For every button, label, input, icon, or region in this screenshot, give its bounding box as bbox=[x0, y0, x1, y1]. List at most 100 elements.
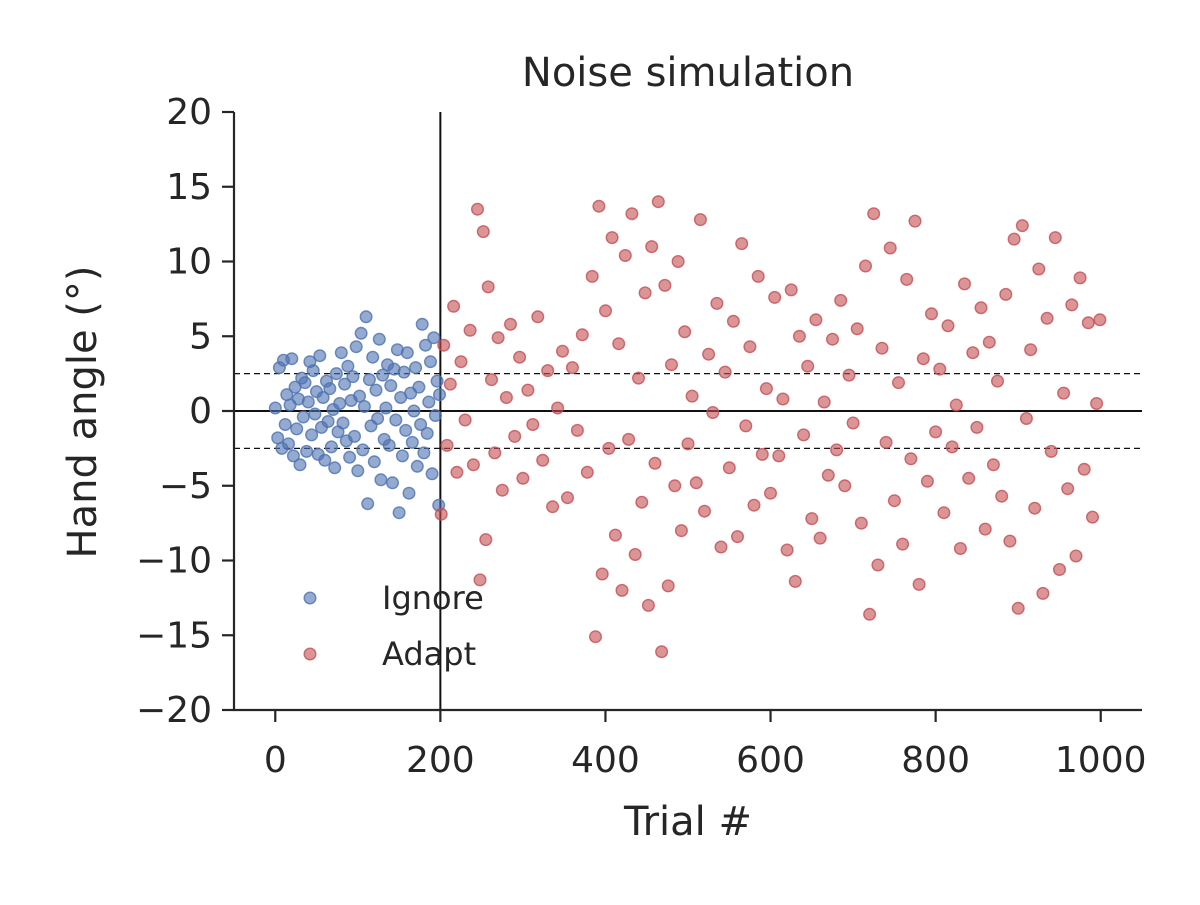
data-point-adapt bbox=[1048, 231, 1062, 245]
data-point-adapt bbox=[622, 432, 636, 446]
data-point-adapt bbox=[674, 524, 688, 538]
data-point-adapt bbox=[541, 364, 555, 378]
data-point-adapt bbox=[784, 283, 798, 297]
data-point-adapt bbox=[892, 376, 906, 390]
data-point-ignore bbox=[395, 449, 409, 463]
y-tick-label: −10 bbox=[136, 541, 212, 582]
data-point-adapt bbox=[665, 358, 679, 372]
data-point-adapt bbox=[768, 290, 782, 304]
data-point-ignore bbox=[321, 415, 335, 429]
data-point-ignore bbox=[417, 446, 431, 460]
data-point-ignore bbox=[285, 352, 299, 366]
data-point-adapt bbox=[437, 338, 451, 352]
y-tick-label: −20 bbox=[136, 690, 212, 731]
data-point-adapt bbox=[1057, 386, 1071, 400]
data-point-ignore bbox=[286, 449, 300, 463]
data-point-adapt bbox=[809, 313, 823, 327]
data-point-ignore bbox=[362, 373, 376, 387]
data-point-adapt bbox=[645, 240, 659, 254]
data-point-ignore bbox=[323, 382, 337, 396]
data-point-adapt bbox=[602, 441, 616, 455]
data-point-ignore bbox=[298, 376, 312, 390]
data-point-adapt bbox=[479, 533, 493, 547]
data-point-adapt bbox=[945, 440, 959, 454]
data-point-adapt bbox=[466, 458, 480, 472]
data-point-adapt bbox=[780, 543, 794, 557]
data-point-adapt bbox=[792, 329, 806, 343]
data-point-adapt bbox=[1061, 482, 1075, 496]
data-point-adapt bbox=[933, 362, 947, 376]
data-point-ignore bbox=[430, 374, 444, 388]
data-point-ignore bbox=[361, 497, 375, 511]
data-point-ignore bbox=[349, 340, 363, 354]
data-point-ignore bbox=[313, 349, 327, 363]
chart-title: Noise simulation bbox=[522, 50, 854, 96]
data-point-adapt bbox=[698, 504, 712, 518]
data-point-adapt bbox=[1052, 563, 1066, 577]
data-point-adapt bbox=[937, 506, 951, 520]
data-point-ignore bbox=[300, 444, 314, 458]
data-point-adapt bbox=[813, 531, 827, 545]
data-point-adapt bbox=[648, 456, 662, 470]
data-point-ignore bbox=[324, 440, 338, 454]
y-tick-label: 5 bbox=[189, 316, 212, 357]
data-point-ignore bbox=[428, 409, 442, 423]
data-point-adapt bbox=[1003, 534, 1017, 548]
data-point-adapt bbox=[638, 286, 652, 300]
data-point-adapt bbox=[661, 579, 675, 593]
data-point-ignore bbox=[357, 400, 371, 414]
data-point-adapt bbox=[916, 352, 930, 366]
data-point-adapt bbox=[516, 471, 530, 485]
y-axis-label: Hand angle (°) bbox=[60, 266, 106, 559]
data-point-ignore bbox=[427, 331, 441, 345]
data-point-ignore bbox=[293, 458, 307, 472]
data-point-adapt bbox=[632, 371, 646, 385]
data-point-ignore bbox=[308, 407, 322, 421]
data-point-adapt bbox=[751, 269, 765, 283]
data-point-adapt bbox=[551, 401, 565, 415]
data-point-adapt bbox=[970, 420, 984, 434]
data-point-adapt bbox=[830, 443, 844, 457]
data-point-adapt bbox=[1015, 219, 1029, 233]
data-point-adapt bbox=[743, 340, 757, 354]
y-tick-label: −15 bbox=[136, 615, 212, 656]
data-point-adapt bbox=[689, 476, 703, 490]
data-point-ignore bbox=[301, 395, 315, 409]
data-point-adapt bbox=[706, 406, 720, 420]
y-tick-label: 15 bbox=[166, 167, 212, 208]
data-point-adapt bbox=[546, 500, 560, 514]
data-point-adapt bbox=[508, 429, 522, 443]
data-point-ignore bbox=[382, 438, 396, 452]
data-point-adapt bbox=[974, 301, 988, 315]
data-point-adapt bbox=[580, 465, 594, 479]
data-point-adapt bbox=[504, 317, 518, 331]
data-point-adapt bbox=[450, 465, 464, 479]
legend: Ignore Adapt bbox=[303, 579, 484, 673]
data-point-ignore bbox=[397, 365, 411, 379]
data-point-adapt bbox=[681, 437, 695, 451]
series-adapt bbox=[434, 195, 1107, 659]
data-point-adapt bbox=[982, 335, 996, 349]
data-point-adapt bbox=[471, 202, 485, 216]
data-point-ignore bbox=[351, 464, 365, 478]
data-point-adapt bbox=[575, 328, 589, 342]
y-tick-label: 0 bbox=[189, 391, 212, 432]
points-layer bbox=[268, 195, 1107, 659]
data-point-adapt bbox=[991, 374, 1005, 388]
data-point-adapt bbox=[1028, 501, 1042, 515]
data-point-adapt bbox=[458, 413, 472, 427]
data-point-adapt bbox=[949, 398, 963, 412]
data-point-adapt bbox=[871, 558, 885, 572]
data-point-ignore bbox=[374, 473, 388, 487]
x-tick-label: 0 bbox=[264, 740, 287, 781]
data-point-adapt bbox=[826, 332, 840, 346]
data-point-adapt bbox=[481, 280, 495, 294]
data-point-ignore bbox=[389, 413, 403, 427]
data-point-adapt bbox=[628, 548, 642, 562]
data-point-adapt bbox=[595, 567, 609, 581]
data-point-ignore bbox=[354, 326, 368, 340]
data-point-adapt bbox=[1019, 412, 1033, 426]
data-point-ignore bbox=[356, 443, 370, 457]
data-point-adapt bbox=[958, 277, 972, 291]
data-point-adapt bbox=[1024, 343, 1038, 357]
